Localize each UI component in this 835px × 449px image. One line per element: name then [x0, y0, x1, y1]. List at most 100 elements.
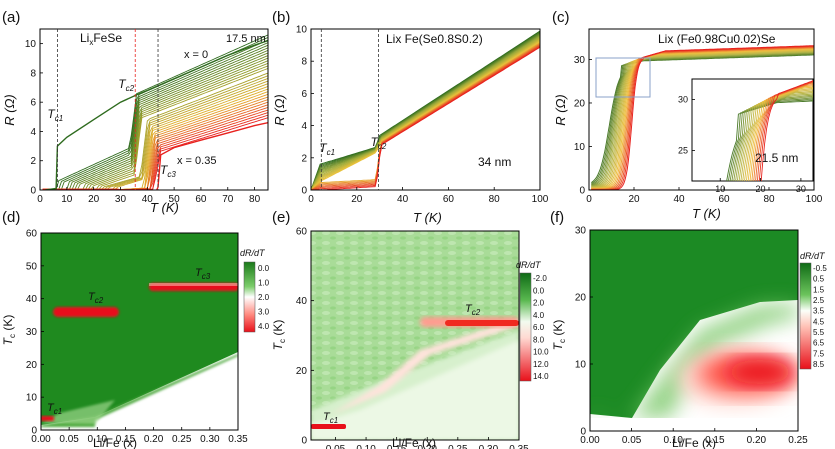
y-tick-label: 4 [30, 127, 36, 138]
y-tick-label: 0 [579, 186, 585, 197]
panel-d-ylabel: Tc (K) [1, 315, 17, 346]
x-tick-label: 10 [61, 194, 73, 205]
x-tick-label: 80 [489, 194, 501, 205]
x-tick-label: 20 [351, 194, 363, 205]
panel-e-heatmap: 0.050.100.150.200.250.300.350204060 Tc1 … [271, 227, 549, 449]
y-tick-label: 40 [296, 296, 308, 307]
x-tick-label: 0.00 [31, 434, 51, 445]
x-tick-label: 0.35 [228, 434, 248, 445]
colorbar-tick-label: 0.5 [813, 275, 825, 284]
x-tick-label: 40 [673, 194, 685, 205]
y-tick-label: 50 [26, 261, 38, 272]
colorbar-tick-label: -0.5 [813, 264, 827, 273]
panel-c-inset-curve [738, 92, 813, 181]
x-tick-label: 0.15 [116, 434, 136, 445]
panel-a-curve [42, 39, 268, 190]
panel-a-marker-label: Tc1 [47, 107, 63, 123]
panel-a-curve [42, 47, 268, 190]
panel-d-xlabel: Li/Fe (x) [93, 436, 137, 449]
y-tick-label: 6 [301, 89, 307, 100]
x-tick-label: 0.05 [622, 435, 642, 446]
colorbar-tick-label: 5.5 [813, 328, 825, 337]
y-tick-label: 10 [574, 142, 586, 153]
panel-a-ticks: 0 10 20 30 40 50 60 70 80 0 2 4 6 8 10 [25, 39, 261, 205]
colorbar-tick-label: 2.5 [813, 296, 825, 305]
x-tick-label: 0.30 [479, 444, 499, 449]
x-tick-label: 0.20 [144, 434, 164, 445]
y-tick-label: 10 [575, 360, 587, 371]
y-tick-label: 8 [301, 57, 307, 68]
x-tick-label: 0 [308, 194, 314, 205]
panel-a-xlabel: T (K) [150, 200, 179, 215]
panel-c-inset: 10 20 30 25 30 21.5 nm [678, 78, 814, 194]
x-tick-label: 30 [796, 184, 806, 194]
panel-f-xlabel: Li/Fe (x) [672, 436, 716, 449]
panel-a-frame [39, 28, 269, 191]
colorbar-tick-label: 4.0 [258, 322, 270, 331]
panel-c-inset-curve [749, 85, 813, 181]
panel-b-curve [311, 30, 540, 190]
x-tick-label: 100 [532, 194, 549, 205]
colorbar-tick-label: -2.0 [533, 274, 547, 283]
panel-b-curves [311, 30, 540, 190]
y-tick-label: 6 [30, 98, 36, 109]
panel-b-curve [311, 32, 540, 190]
panel-a-curves [42, 34, 268, 190]
panel-c-inset-curve [747, 86, 813, 181]
panel-b-curve [311, 36, 540, 190]
panel-label-a: (a) [2, 9, 20, 26]
panel-c-inset-curve [736, 93, 813, 181]
panel-a-ylabel: R (Ω) [2, 94, 17, 126]
y-tick-label: 4 [301, 121, 307, 132]
colorbar-tick-label: 8.5 [813, 360, 825, 369]
x-tick-label: 0.05 [326, 444, 346, 449]
panel-b-curve [311, 39, 540, 190]
x-tick-label: 0.25 [172, 434, 192, 445]
y-tick-label: 10 [25, 39, 37, 50]
panel-c-inset-curve [742, 90, 813, 181]
panel-d-colorbar: dR/dT 0.0 1.0 2.0 3.0 4.0 [240, 248, 270, 333]
x-tick-label: 20 [756, 184, 766, 194]
y-tick-label: 30 [26, 327, 38, 338]
panel-label-d: (d) [2, 209, 20, 226]
panel-c-ticks: 0 20 40 60 80 100 0 10 20 30 [574, 55, 823, 205]
panel-a-series-x035 [156, 122, 268, 190]
y-tick-label: 0 [580, 427, 586, 438]
y-tick-label: 0 [31, 426, 37, 437]
colorbar-tick-label: 2.0 [258, 293, 270, 302]
x-tick-label: 0.15 [387, 444, 407, 449]
panel-e-xlabel: Li/Fe (x) [392, 436, 436, 449]
panel-b-ticks: 0 20 40 60 80 100 0 2 4 6 8 10 [296, 25, 549, 206]
colorbar-tick-label: 6.5 [813, 339, 825, 348]
panel-b-marker-label: Tc1 [319, 141, 335, 157]
panel-c-thickness: 21.5 nm [755, 151, 798, 165]
y-tick-label: 60 [26, 229, 38, 240]
colorbar-tick-label: 4.0 [533, 311, 545, 320]
x-tick-label: 0.25 [788, 435, 808, 446]
panel-label-c: (c) [552, 9, 570, 26]
x-tick-label: 80 [249, 194, 261, 205]
x-tick-label: 100 [806, 194, 823, 205]
y-tick-label: 30 [574, 55, 586, 66]
colorbar-tick-label: 3.5 [813, 307, 825, 316]
panel-c-frame [588, 28, 815, 191]
y-tick-label: 20 [574, 98, 586, 109]
colorbar-tick-label: 12.0 [533, 360, 549, 369]
panel-b-curve [311, 44, 540, 190]
x-tick-label: 0.15 [705, 435, 725, 446]
x-tick-label: 20 [628, 194, 640, 205]
panel-e-ylabel: Tc (K) [271, 320, 287, 351]
panel-f-heatmap: 0.00 0.05 0.10 0.15 0.20 0.25 0 10 20 30 dR/dT -0… [551, 226, 827, 449]
x-tick-label: 70 [222, 194, 234, 205]
x-tick-label: 60 [443, 194, 455, 205]
colorbar-tick-label: 2.0 [533, 299, 545, 308]
x-tick-label: 0.20 [418, 444, 438, 449]
panel-label-b: (b) [272, 9, 290, 26]
y-tick-label: 20 [575, 293, 587, 304]
panel-c-curve [591, 45, 814, 190]
panel-a-curve [42, 42, 268, 190]
panel-c-curves [591, 45, 814, 190]
x-tick-label: 40 [142, 194, 154, 205]
